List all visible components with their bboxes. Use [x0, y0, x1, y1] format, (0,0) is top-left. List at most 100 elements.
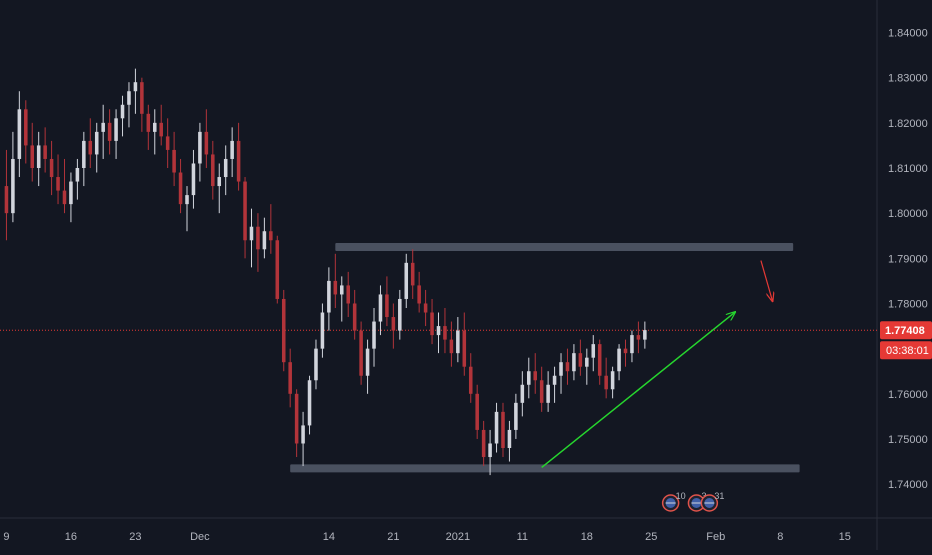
- candle-body: [468, 366, 473, 394]
- candle-body: [107, 122, 112, 141]
- candle-body: [494, 411, 499, 444]
- candle: [410, 249, 415, 299]
- current-price-tag: 1.77408 03:38:01: [880, 321, 932, 360]
- candle-body: [140, 82, 144, 114]
- countdown-tag-bg: [880, 341, 932, 360]
- candle: [165, 118, 170, 168]
- candle-body: [56, 177, 60, 191]
- candle: [127, 82, 131, 128]
- candle: [256, 213, 260, 272]
- candle-body: [294, 393, 299, 444]
- candle: [269, 204, 273, 254]
- candle: [294, 389, 299, 458]
- candle-body: [69, 181, 73, 205]
- down-arrow-line: [760, 260, 773, 302]
- time-axis[interactable]: 9 16 23 Dec 14 21 2021 11 18 25 Feb 8 15: [3, 531, 850, 543]
- candle-body: [520, 384, 525, 403]
- candle-body: [404, 262, 409, 299]
- events-cluster[interactable]: 3: [687, 491, 706, 512]
- candle-body: [488, 443, 492, 458]
- bar-countdown: 03:38:01: [886, 345, 929, 357]
- candle: [385, 276, 389, 327]
- candle-body: [365, 348, 370, 376]
- time-tick-label: 11: [517, 531, 528, 543]
- candle: [481, 420, 486, 467]
- candle-body: [636, 335, 641, 340]
- candle: [17, 91, 22, 178]
- candle: [24, 100, 28, 164]
- candle-body: [527, 371, 531, 385]
- candle: [275, 235, 280, 304]
- candle-body: [94, 131, 99, 155]
- uk-flag-event[interactable]: 10: [661, 491, 686, 512]
- candle-body: [339, 285, 344, 295]
- candle: [223, 145, 228, 196]
- candle: [249, 208, 254, 268]
- time-tick-label: 21: [387, 531, 399, 543]
- candle: [475, 384, 479, 439]
- price-tick-label: 1.76000: [888, 389, 928, 401]
- candle-body: [159, 122, 163, 137]
- candle-body: [152, 122, 157, 132]
- candle-body: [24, 109, 28, 146]
- candle: [185, 186, 189, 232]
- candle-body: [346, 285, 350, 304]
- candle: [507, 420, 512, 462]
- candle-body: [62, 190, 67, 205]
- candle-body: [327, 280, 331, 313]
- candle-body: [436, 326, 441, 336]
- price-tick-label: 1.84000: [888, 28, 928, 40]
- candle-body: [385, 294, 389, 318]
- candle: [191, 149, 196, 209]
- candle-body: [630, 335, 634, 354]
- candle-body: [275, 240, 280, 299]
- candle: [359, 321, 363, 385]
- candle-body: [533, 371, 538, 381]
- candle: [75, 158, 80, 200]
- candle: [49, 140, 54, 196]
- au-flag-event[interactable]: 31: [700, 491, 724, 512]
- candle: [539, 366, 544, 412]
- candle-body: [133, 82, 138, 92]
- candle-body: [456, 330, 460, 354]
- candle: [468, 353, 473, 403]
- candle-body: [127, 91, 131, 105]
- candle: [230, 127, 234, 178]
- candle: [140, 77, 144, 132]
- candle: [623, 339, 628, 367]
- candle: [585, 348, 589, 385]
- candle-body: [443, 326, 447, 340]
- candle-body: [430, 312, 434, 336]
- au-flag-event-badge: 31: [714, 491, 724, 501]
- candle: [43, 127, 47, 173]
- candle-body: [643, 330, 647, 340]
- candle-body: [501, 411, 505, 448]
- candle: [378, 285, 383, 336]
- candle: [146, 104, 151, 150]
- candle-body: [269, 231, 273, 241]
- candle: [69, 172, 73, 223]
- candle: [301, 411, 305, 467]
- candle: [436, 312, 441, 354]
- candle-body: [565, 362, 570, 372]
- candle: [443, 308, 447, 354]
- candle: [101, 104, 105, 159]
- candle-body: [320, 312, 325, 349]
- candle: [610, 366, 615, 399]
- events-cluster-badge: 3: [701, 491, 706, 501]
- candle-body: [185, 195, 189, 205]
- candle-body: [617, 348, 621, 372]
- candle-body: [378, 294, 383, 322]
- candle: [404, 253, 409, 308]
- candle-body: [30, 145, 35, 168]
- candle: [352, 289, 357, 340]
- candle-body: [288, 362, 292, 394]
- candle: [597, 339, 602, 385]
- candle: [281, 289, 286, 372]
- candle: [236, 122, 241, 191]
- price-axis[interactable]: 1.84000 1.83000 1.82000 1.81000 1.80000 1.790…: [880, 28, 932, 492]
- candle: [327, 267, 331, 331]
- candle-body: [17, 109, 22, 159]
